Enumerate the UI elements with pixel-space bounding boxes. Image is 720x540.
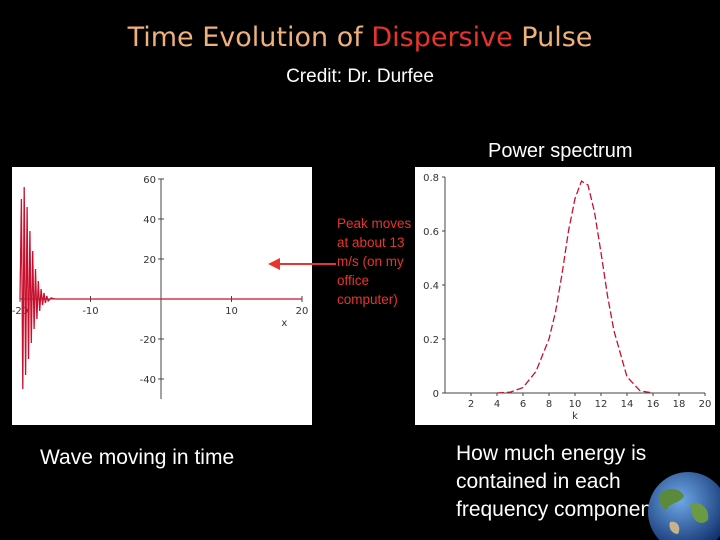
y-tick-label: 40 [143,215,156,226]
y-tick-label: 0.4 [423,281,439,292]
y-tick-label: 20 [143,255,156,266]
x-tick-label: 12 [595,399,608,410]
arrow-head-icon [268,258,280,270]
y-tick-label: 0.6 [423,227,439,238]
y-tick-label: 60 [143,175,156,186]
y-tick-label: 0 [433,389,439,400]
x-axis-label: x [281,318,287,329]
x-tick-label: 18 [673,399,686,410]
title-part1: Time Evolution of [127,22,372,53]
caption-spectrum: How much energy is contained in each fre… [456,442,658,521]
power-spectrum-label: Power spectrum [488,140,633,162]
credit-line: Credit: Dr. Durfee [286,66,434,87]
x-tick-label: 6 [520,399,526,410]
y-tick-label: -20 [140,335,156,346]
slide-title: Time Evolution of Dispersive Pulse [0,22,720,53]
x-tick-label: 16 [647,399,660,410]
spectrum-series-line [496,180,654,394]
title-part2: Pulse [512,22,593,53]
wave-series-line [19,186,302,390]
peak-speed-annotation: Peak moves at about 13 m/s (on my office… [337,216,412,307]
wave-plot: -20 -10 10 20 60 40 20 -20 -40 x [12,175,309,399]
spectrum-plot-panel: 2 4 6 8 10 12 14 16 18 20 0 0.2 0.4 0.6 0.8 k [415,167,715,425]
x-tick-label: 20 [296,306,309,317]
spectrum-plot: 2 4 6 8 10 12 14 16 18 20 0 0.2 0.4 0.6 0.8 k [423,173,712,422]
y-tick-label: 0.8 [423,173,439,184]
x-tick-label: -20 [12,306,28,317]
x-tick-label: 4 [494,399,500,410]
y-tick-label: -40 [140,375,156,386]
x-tick-label: 8 [546,399,552,410]
wave-plot-panel: -20 -10 10 20 60 40 20 -20 -40 x [12,167,312,425]
globe-icon [648,472,720,540]
caption-wave: Wave moving in time [40,446,235,469]
y-tick-label: 0.2 [423,335,439,346]
x-tick-label: 2 [468,399,474,410]
x-tick-label: 14 [621,399,634,410]
title-highlight: Dispersive [371,22,513,53]
annotation-arrow [268,258,336,270]
x-tick-label: -10 [82,306,98,317]
x-tick-label: 10 [569,399,582,410]
x-tick-label: 10 [225,306,238,317]
x-tick-label: 20 [699,399,712,410]
x-axis-label: k [572,411,578,422]
